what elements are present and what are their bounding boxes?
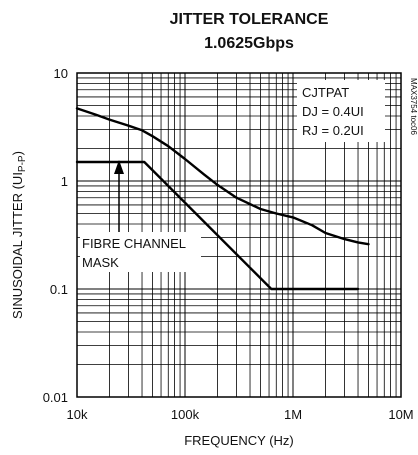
y-tick-label: 10 [54,66,68,81]
series-layer [75,107,370,291]
mask-annotation-line-2: MASK [82,255,119,270]
x-tick-label: 10M [388,407,413,422]
mask-annotation: FIBRE CHANNEL MASK [80,160,201,272]
mask-arrow-head [114,160,124,174]
chart-subtitle: 1.0625Gbps [204,35,294,52]
legend-background [297,80,385,142]
y-tick-labels: 10 1 0.1 0.01 [43,66,68,405]
mask-annotation-background [80,232,201,272]
series-line-2 [75,160,360,291]
y-axis-label-close: ) [10,151,25,155]
series-line-1 [75,107,370,246]
legend-box: CJTPAT DJ = 0.4UI RJ = 0.2UI [297,80,385,142]
mask-annotation-line-1: FIBRE CHANNEL [82,236,186,251]
y-tick-label: 0.01 [43,390,68,405]
x-tick-label: 100k [171,407,200,422]
legend-line-1: CJTPAT [302,85,349,100]
y-axis-label-main: SINUSOIDAL JITTER (UI [10,172,25,319]
y-tick-label: 1 [61,174,68,189]
figure-id-tag: MAX3754 toc06 [409,78,418,135]
plot-border [76,72,402,398]
y-axis-label: SINUSOIDAL JITTER (UIP-P) [10,151,28,319]
x-tick-labels: 10k 100k 1M 10M [67,407,414,422]
chart-title: JITTER TOLERANCE [170,11,329,28]
x-axis-label: FREQUENCY (Hz) [184,433,294,448]
legend-line-3: RJ = 0.2UI [302,123,364,138]
x-tick-label: 1M [284,407,302,422]
y-axis-label-sub: P-P [17,155,28,172]
y-tick-label: 0.1 [50,282,68,297]
legend-line-2: DJ = 0.4UI [302,104,364,119]
x-tick-label: 10k [67,407,88,422]
